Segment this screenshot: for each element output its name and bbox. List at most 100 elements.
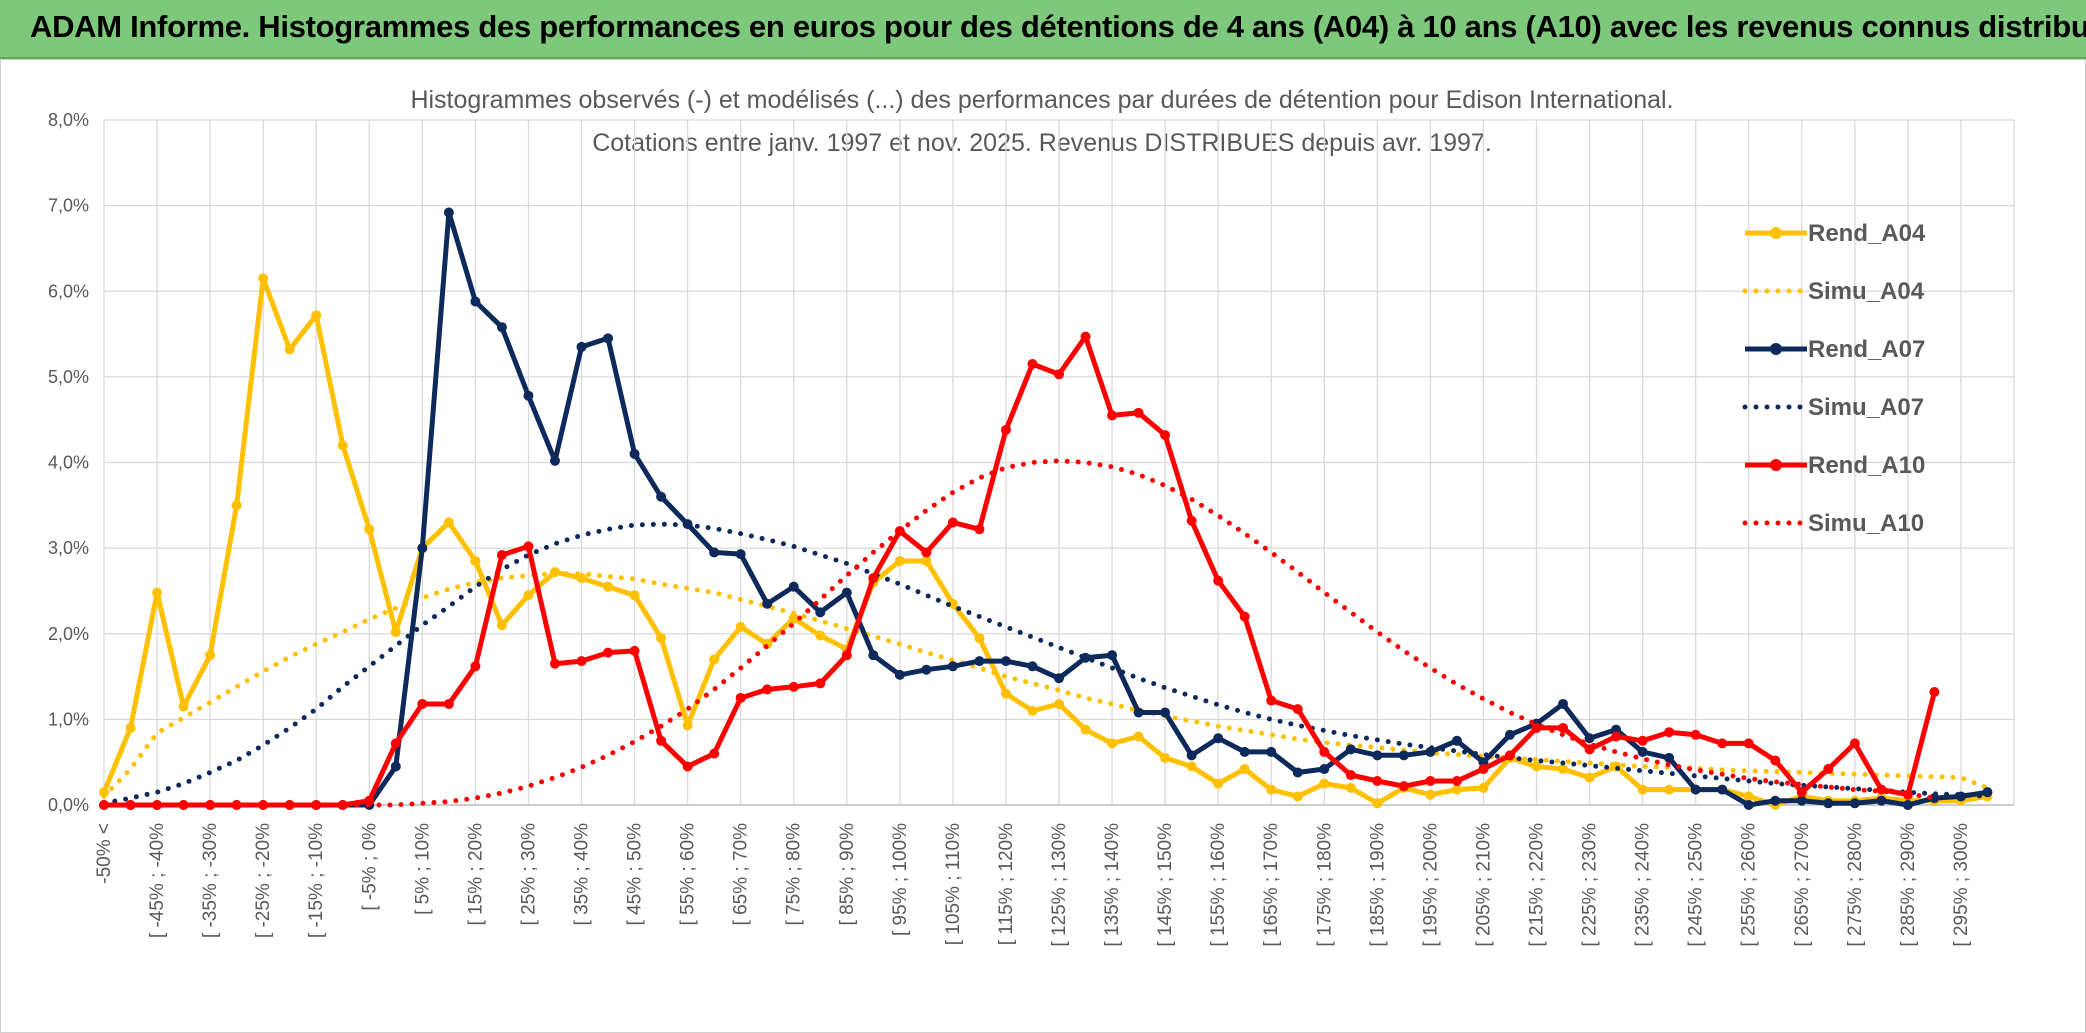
data-point-rend-a10 xyxy=(921,547,932,558)
data-point-rend-a04 xyxy=(815,630,826,641)
data-point-rend-a04 xyxy=(311,310,322,321)
data-point-rend-a04 xyxy=(894,555,905,566)
data-point-rend-a10 xyxy=(1558,722,1569,733)
data-point-rend-a10 xyxy=(868,573,879,584)
data-point-rend-a10 xyxy=(443,698,454,709)
data-point-rend-a07 xyxy=(1558,698,1569,709)
data-point-rend-a07 xyxy=(735,549,746,560)
data-point-rend-a04 xyxy=(1372,798,1383,809)
data-point-rend-a04 xyxy=(682,720,693,731)
legend-label-simu-a10: Simu_A10 xyxy=(1808,510,1924,537)
data-point-rend-a04 xyxy=(205,650,216,661)
data-point-rend-a04 xyxy=(284,344,295,355)
data-point-rend-a10 xyxy=(629,645,640,656)
data-point-rend-a07 xyxy=(1372,750,1383,761)
x-tick-label: [ -35% ; -30% xyxy=(200,823,221,938)
data-point-rend-a07 xyxy=(523,390,534,401)
data-point-rend-a07 xyxy=(1319,764,1330,775)
data-point-rend-a10 xyxy=(1292,704,1303,715)
data-point-rend-a10 xyxy=(1213,575,1224,586)
x-tick-label: [ 215% ; 220% xyxy=(1527,823,1548,947)
x-tick-label: [ 205% ; 210% xyxy=(1473,823,1494,947)
y-tick-label: 8,0% xyxy=(48,110,89,130)
x-tick-label: [ 15% ; 20% xyxy=(465,823,486,926)
data-point-rend-a10 xyxy=(1027,359,1038,370)
series-line-simu-a07 xyxy=(101,521,1990,806)
data-point-rend-a04 xyxy=(1080,724,1091,735)
data-point-rend-a07 xyxy=(1717,784,1728,795)
data-point-rend-a07 xyxy=(841,587,852,598)
data-point-rend-a10 xyxy=(1425,776,1436,787)
data-point-rend-a10 xyxy=(841,650,852,661)
data-point-rend-a07 xyxy=(762,598,773,609)
x-tick-label: [ 35% ; 40% xyxy=(572,823,593,926)
page-title: ADAM Informe. Histogrammes des performan… xyxy=(30,9,2086,44)
series-line-rend-a07 xyxy=(101,210,1990,808)
data-point-rend-a04 xyxy=(443,517,454,528)
legend-label-simu-a04: Simu_A04 xyxy=(1808,278,1925,305)
data-point-rend-a07 xyxy=(1133,707,1144,718)
data-point-rend-a07 xyxy=(1451,735,1462,746)
x-tick-label: [ 55% ; 60% xyxy=(678,823,699,926)
x-tick-label: [ 235% ; 240% xyxy=(1633,823,1654,947)
data-point-rend-a04 xyxy=(1027,705,1038,716)
x-tick-label: [ 75% ; 80% xyxy=(784,823,805,926)
data-point-rend-a04 xyxy=(735,621,746,632)
data-point-rend-a10 xyxy=(974,524,985,535)
data-point-rend-a04 xyxy=(1292,791,1303,802)
data-point-rend-a04 xyxy=(364,524,375,535)
data-point-rend-a07 xyxy=(390,761,401,772)
data-point-rend-a04 xyxy=(1186,761,1197,772)
data-point-rend-a10 xyxy=(1929,686,1940,697)
data-point-rend-a04 xyxy=(974,633,985,644)
x-tick-label: [ 105% ; 110% xyxy=(943,823,964,945)
data-point-rend-a10 xyxy=(762,684,773,695)
chart-subtitle: Cotations entre janv. 1997 et nov. 2025.… xyxy=(592,129,1492,157)
data-point-rend-a07 xyxy=(1743,800,1754,810)
data-point-rend-a07 xyxy=(788,581,799,592)
data-point-rend-a10 xyxy=(549,658,560,669)
data-point-rend-a07 xyxy=(549,455,560,466)
data-point-rend-a10 xyxy=(1690,729,1701,740)
data-point-rend-a07 xyxy=(868,650,879,661)
data-point-rend-a10 xyxy=(125,800,136,810)
data-point-rend-a10 xyxy=(1266,695,1277,706)
data-point-rend-a04 xyxy=(99,787,109,798)
data-point-rend-a07 xyxy=(921,664,932,675)
data-point-rend-a07 xyxy=(1398,750,1409,761)
x-tick-label: [ 185% ; 190% xyxy=(1367,823,1388,947)
legend-label-rend-a10: Rend_A10 xyxy=(1808,452,1925,479)
data-point-rend-a10 xyxy=(815,678,826,689)
x-tick-label: [ 145% ; 150% xyxy=(1155,823,1176,947)
data-point-rend-a04 xyxy=(603,581,614,592)
data-point-rend-a04 xyxy=(709,654,720,665)
x-tick-label: [ 265% ; 270% xyxy=(1792,823,1813,947)
data-point-rend-a10 xyxy=(1345,770,1356,781)
data-point-rend-a07 xyxy=(1213,733,1224,744)
data-point-rend-a07 xyxy=(1690,784,1701,795)
data-point-rend-a10 xyxy=(1796,787,1807,798)
data-point-rend-a10 xyxy=(1319,746,1330,757)
x-tick-label: [ 195% ; 200% xyxy=(1420,823,1441,947)
data-point-rend-a04 xyxy=(523,590,534,601)
series-line-rend-a04 xyxy=(101,275,1990,808)
y-tick-label: 0,0% xyxy=(48,795,89,815)
data-point-rend-a10 xyxy=(417,698,428,709)
data-point-rend-a07 xyxy=(1239,746,1250,757)
header-bar: ADAM Informe. Histogrammes des performan… xyxy=(0,0,2086,59)
data-point-rend-a04 xyxy=(921,555,932,566)
data-point-rend-a07 xyxy=(1054,673,1064,684)
data-point-rend-a04 xyxy=(1266,784,1277,795)
data-point-rend-a07 xyxy=(1876,795,1887,806)
data-point-rend-a04 xyxy=(178,701,189,712)
data-point-rend-a04 xyxy=(1425,789,1436,800)
data-point-rend-a04 xyxy=(1107,738,1118,749)
data-point-rend-a07 xyxy=(1823,798,1834,809)
data-point-rend-a07 xyxy=(603,333,614,344)
data-point-rend-a04 xyxy=(496,620,507,631)
data-point-rend-a04 xyxy=(1451,784,1462,795)
data-point-rend-a07 xyxy=(1902,800,1913,810)
data-point-rend-a07 xyxy=(1982,787,1993,798)
x-tick-label: [ 155% ; 160% xyxy=(1208,823,1229,947)
data-point-rend-a04 xyxy=(1531,761,1542,772)
